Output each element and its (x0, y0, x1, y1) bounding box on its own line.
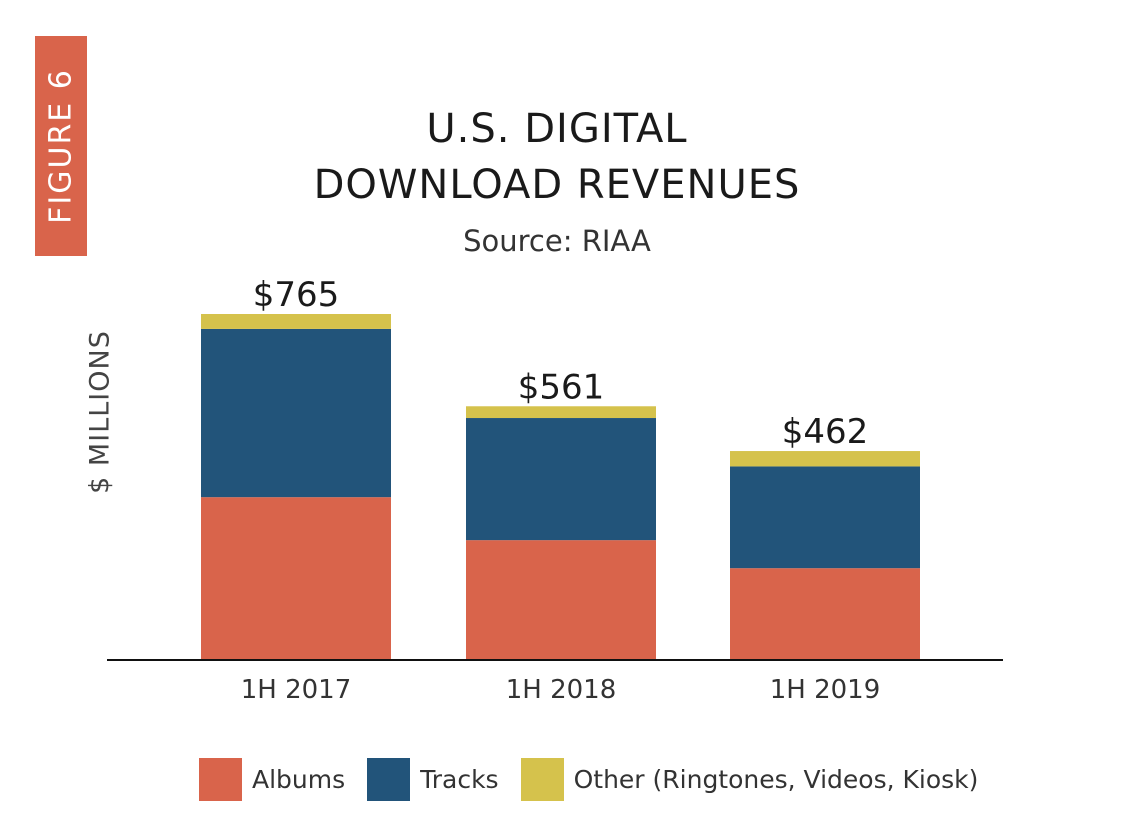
bar-segment-other-2 (466, 406, 656, 419)
legend-item-albums: Albums (199, 758, 345, 801)
x-tick-label-1: 1H 2017 (241, 675, 352, 705)
total-label-3: $462 (782, 412, 869, 452)
total-label-2: $561 (518, 367, 605, 407)
legend-item-tracks: Tracks (367, 758, 499, 801)
chart-title-line1: U.S. DIGITAL (426, 106, 688, 152)
x-tick-label-3: 1H 2019 (770, 675, 881, 705)
legend: Albums Tracks Other (Ringtones, Videos, … (199, 758, 1000, 801)
figure-label-tag: FIGURE 6 (35, 36, 87, 256)
bar-segment-other-1 (201, 314, 391, 329)
chart-title-line2: DOWNLOAD REVENUES (313, 162, 801, 208)
legend-swatch-other (520, 758, 564, 801)
bar-segment-albums-3 (730, 568, 920, 660)
bar-segment-tracks-3 (730, 466, 920, 569)
legend-label-tracks: Tracks (420, 765, 499, 794)
legend-item-other: Other (Ringtones, Videos, Kiosk) (520, 758, 979, 801)
bar-segment-other-3 (730, 451, 920, 467)
legend-swatch-tracks (367, 758, 411, 801)
legend-label-other: Other (Ringtones, Videos, Kiosk) (573, 765, 979, 794)
bar-segment-albums-2 (466, 540, 656, 660)
x-tick-label-2: 1H 2018 (506, 675, 617, 705)
bar-segment-tracks-2 (466, 418, 656, 541)
legend-swatch-albums (199, 758, 242, 801)
chart-subtitle: Source: RIAA (463, 224, 651, 258)
bar-segment-albums-1 (201, 497, 391, 660)
bar-segment-tracks-1 (201, 328, 391, 498)
total-label-1: $765 (253, 275, 340, 315)
legend-label-albums: Albums (252, 765, 346, 794)
